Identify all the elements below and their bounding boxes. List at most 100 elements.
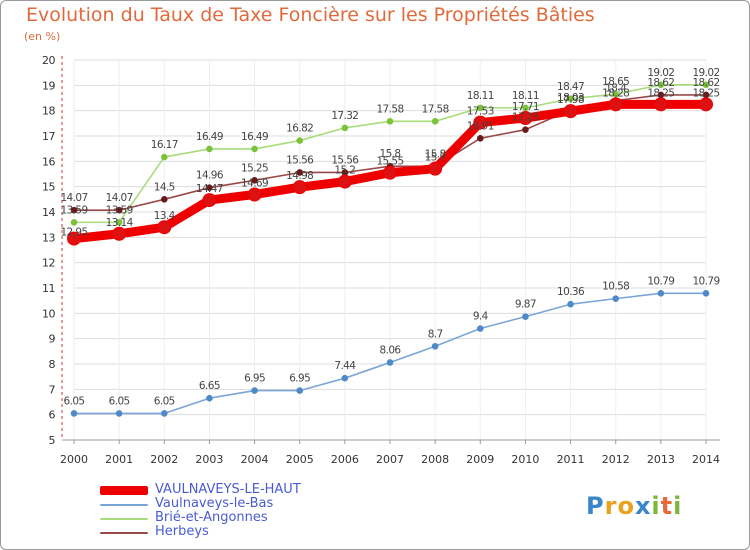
data-point bbox=[428, 161, 443, 176]
x-tick-label: 2001 bbox=[105, 453, 133, 466]
data-point bbox=[70, 206, 78, 214]
legend-swatch-vaulnaveys-le-haut bbox=[100, 486, 148, 495]
data-point bbox=[296, 387, 304, 394]
data-point bbox=[608, 97, 623, 112]
legend: VAULNAVEYS-LE-HAUT Vaulnaveys-le-Bas Bri… bbox=[100, 482, 360, 540]
data-point bbox=[251, 145, 258, 153]
data-point bbox=[115, 410, 123, 417]
legend-swatch-herbeys bbox=[100, 532, 148, 534]
data-label: 18.25 bbox=[647, 87, 674, 99]
data-point bbox=[70, 410, 78, 417]
data-point bbox=[431, 342, 439, 350]
data-point bbox=[341, 374, 349, 382]
x-tick-label: 2000 bbox=[60, 453, 88, 466]
data-label: 18.28 bbox=[602, 87, 629, 99]
data-point bbox=[476, 134, 484, 142]
x-tick-label: 2013 bbox=[647, 453, 675, 466]
data-label: 18.62 bbox=[647, 77, 674, 89]
data-label: 18.4 bbox=[605, 83, 627, 95]
data-point bbox=[476, 104, 484, 112]
data-point bbox=[476, 325, 484, 332]
y-tick-label: 15 bbox=[42, 181, 55, 194]
data-label: 14.07 bbox=[106, 192, 133, 204]
data-point bbox=[247, 187, 262, 202]
chart-title: Evolution du Taux de Taxe Foncière sur l… bbox=[26, 4, 595, 26]
data-label: 19.02 bbox=[692, 67, 719, 79]
data-point bbox=[115, 206, 123, 214]
data-point bbox=[383, 165, 397, 180]
data-label: 18.25 bbox=[692, 87, 719, 99]
legend-item-brie-et-angonnes: Brié-et-Angonnes bbox=[100, 510, 360, 526]
data-point bbox=[702, 91, 710, 99]
data-label: 13.59 bbox=[106, 204, 133, 216]
data-label: 18.03 bbox=[557, 92, 584, 104]
y-tick-label: 9 bbox=[49, 333, 56, 346]
data-label: 14.07 bbox=[60, 192, 87, 204]
y-tick-label: 16 bbox=[42, 155, 55, 168]
data-point bbox=[112, 226, 127, 241]
data-point bbox=[341, 169, 349, 176]
y-tick-label: 20 bbox=[42, 54, 55, 67]
data-label: 16.49 bbox=[196, 131, 223, 143]
data-point bbox=[160, 410, 168, 417]
data-label: 10.79 bbox=[692, 275, 719, 287]
data-label: 14.5 bbox=[154, 181, 175, 193]
data-label: 15.8 bbox=[425, 148, 446, 160]
data-label: 18.47 bbox=[557, 81, 584, 93]
data-label: 18.11 bbox=[467, 90, 494, 102]
legend-item-vaulnaveys-le-haut: VAULNAVEYS-LE-HAUT bbox=[100, 482, 360, 498]
data-label: 16.17 bbox=[151, 139, 178, 151]
data-point bbox=[206, 145, 213, 153]
y-tick-label: 6 bbox=[49, 409, 56, 422]
data-label: 14.98 bbox=[286, 170, 313, 182]
y-tick-label: 19 bbox=[42, 79, 55, 92]
data-label: 16.82 bbox=[286, 123, 313, 135]
data-point bbox=[296, 169, 304, 176]
data-point bbox=[206, 184, 213, 191]
data-label: 18.65 bbox=[602, 76, 629, 88]
x-tick-label: 2003 bbox=[195, 453, 223, 466]
x-tick-label: 2010 bbox=[511, 453, 539, 466]
data-point bbox=[292, 180, 307, 195]
data-point bbox=[522, 104, 529, 112]
data-label: 18.11 bbox=[512, 90, 539, 102]
data-point bbox=[70, 219, 78, 226]
data-point bbox=[612, 90, 620, 98]
x-tick-label: 2002 bbox=[150, 453, 178, 466]
line-chart: 5 6 7 8 9 10 11 12 13 14 15 16 17 18 19 20 2000 2001 2002 2… bbox=[42, 54, 720, 466]
legend-swatch-vaulnaveys-le-bas bbox=[100, 504, 148, 506]
data-label: 15.25 bbox=[241, 162, 268, 174]
data-point bbox=[563, 104, 578, 119]
data-label: 14.69 bbox=[241, 178, 268, 190]
data-label: 15.7 bbox=[425, 152, 446, 164]
data-point bbox=[386, 359, 394, 366]
data-point bbox=[653, 97, 668, 112]
data-point bbox=[699, 97, 713, 112]
data-label: 17.53 bbox=[467, 106, 494, 118]
data-point bbox=[702, 290, 710, 297]
data-label: 16.49 bbox=[241, 131, 268, 143]
data-label: 10.79 bbox=[647, 275, 674, 287]
data-point bbox=[206, 394, 213, 402]
y-tick-label: 14 bbox=[42, 206, 55, 219]
data-point bbox=[341, 124, 349, 132]
data-point bbox=[522, 313, 529, 320]
data-label: 6.05 bbox=[64, 395, 85, 407]
x-tick-label: 2011 bbox=[557, 453, 585, 466]
data-label: 17.71 bbox=[512, 101, 539, 113]
y-tick-label: 7 bbox=[49, 383, 56, 396]
data-label: 15.55 bbox=[376, 156, 403, 168]
data-point bbox=[567, 95, 574, 103]
data-label: 9.4 bbox=[473, 311, 489, 323]
data-label: 17.25 bbox=[512, 112, 539, 124]
data-point bbox=[702, 81, 710, 89]
proxiti-logo: Proxiti bbox=[586, 492, 683, 520]
legend-label: Brié-et-Angonnes bbox=[155, 510, 268, 525]
legend-label: Herbeys bbox=[155, 524, 209, 539]
x-tick-label: 2008 bbox=[421, 453, 449, 466]
data-label: 17.98 bbox=[557, 94, 584, 106]
y-tick-label: 12 bbox=[42, 257, 55, 270]
data-label: 8.06 bbox=[380, 344, 402, 356]
data-label: 18.62 bbox=[692, 77, 719, 89]
data-label: 6.05 bbox=[109, 395, 130, 407]
